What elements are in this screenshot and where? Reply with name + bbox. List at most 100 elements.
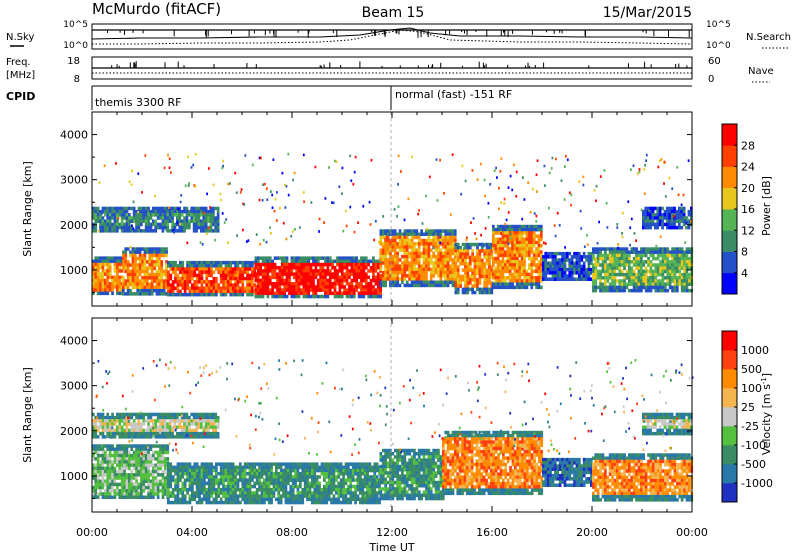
heatmap-cell-band-3 [266, 272, 270, 276]
heatmap-cell-band-4 [396, 235, 399, 240]
heatmap-cell-band-3 [297, 285, 301, 289]
heatmap-cell-band-8 [596, 276, 600, 280]
heatmap-cell-band-3 [300, 262, 303, 267]
heatmap-cell-band-4 [398, 232, 402, 236]
heatmap-cell-band-4 [449, 251, 452, 256]
heatmap-cell-band-7 [570, 264, 574, 269]
heatmap-cell-band-2 [193, 273, 197, 278]
heatmap-speck [273, 209, 276, 213]
heatmap-cell-band-0 [140, 476, 143, 480]
heatmap-cell-band-3 [336, 282, 339, 286]
heatmap-cell-band-6 [496, 228, 500, 232]
heatmap-speck [272, 158, 275, 161]
heatmap-speck [664, 195, 667, 198]
heatmap-cell-band-3 [328, 269, 332, 273]
heatmap-cell-band-10 [658, 209, 662, 214]
heatmap-cell-band-6 [513, 240, 517, 245]
heatmap-cell-band-1 [215, 497, 218, 502]
heatmap-cell-band-6 [540, 260, 543, 264]
heatmap-cell-band-4 [446, 242, 450, 246]
heatmap-cell-band-4 [427, 238, 431, 243]
heatmap-cell-band-9 [113, 219, 117, 223]
heatmap-cell-band-6 [540, 224, 543, 229]
heatmap-cell-band-10 [670, 209, 674, 214]
heatmap-cell-band-0 [104, 282, 107, 286]
heatmap-cell-band-0 [116, 262, 119, 267]
heatmap-cell-band-6 [504, 234, 507, 238]
heatmap-cell-band-4 [451, 242, 455, 246]
heatmap-cell-band-4 [451, 238, 455, 243]
heatmap-cell-band-4 [441, 270, 445, 275]
heatmap-cell-band-4 [437, 232, 440, 236]
heatmap-speck [144, 154, 147, 157]
heatmap-cell-band-6 [540, 244, 543, 248]
heatmap-cell-band-7 [551, 264, 555, 269]
heatmap-cell-band-9 [156, 206, 160, 211]
heatmap-cell-band-2 [236, 286, 240, 290]
heatmap-speck [290, 235, 293, 238]
heatmap-cell-band-1 [229, 478, 233, 482]
heatmap-speck [655, 244, 658, 248]
heatmap-speck [335, 160, 338, 163]
heatmap-cell-band-3 [266, 282, 270, 286]
heatmap-cell-band-1 [186, 491, 189, 495]
heatmap-cell-band-8 [618, 288, 622, 293]
heatmap-cell-band-9 [120, 225, 124, 230]
heatmap-cell-band-1 [148, 272, 152, 277]
heatmap-cell-band-1 [210, 475, 213, 479]
heatmap-cell-band-1 [207, 465, 211, 470]
heatmap-cell-band-0 [106, 282, 110, 286]
heatmap-cell-band-8 [680, 250, 684, 254]
heatmap-cell-band-2 [191, 283, 194, 287]
heatmap-cell-band-7 [544, 261, 548, 265]
heatmap-cell-band-1 [124, 292, 128, 296]
heatmap-cell-band-5 [456, 258, 460, 263]
heatmap-speck [509, 236, 512, 240]
heatmap-cell-band-3 [259, 288, 262, 292]
heatmap-cell-band-9 [125, 206, 129, 211]
heatmap-speck [633, 232, 636, 235]
heatmap-cell-band-3 [309, 288, 313, 292]
heatmap-cell-band-1 [167, 478, 170, 482]
heatmap-speck [242, 202, 245, 206]
heatmap-cell-band-0 [164, 489, 167, 493]
heatmap-cell-band-9 [161, 229, 165, 233]
heatmap-cell-band-2 [224, 280, 228, 284]
heatmap-cell-band-4 [417, 274, 421, 278]
heatmap-cell-band-3 [328, 275, 332, 280]
heatmap-cell-band-0 [164, 447, 167, 451]
heatmap-cell-band-1 [169, 491, 173, 495]
heatmap-cell-band-10 [690, 209, 693, 214]
heatmap-cell-band-8 [599, 250, 602, 254]
heatmap-cell-band-8 [647, 256, 650, 261]
heatmap-cell-band-0 [135, 469, 138, 474]
heatmap-cell-band-1 [153, 266, 156, 270]
heatmap-cell-band-3 [364, 256, 368, 260]
heatmap-cell-band-8 [666, 256, 670, 261]
heatmap-cell-band-8 [613, 279, 617, 283]
heatmap-cell-band-4 [451, 251, 455, 256]
heatmap-cell-band-0 [99, 479, 102, 483]
heatmap-cell-band-10 [673, 219, 676, 223]
heatmap-cell-band-1 [138, 279, 142, 283]
heatmap-cell-band-9 [113, 225, 117, 230]
heatmap-cell-band-3 [328, 288, 332, 292]
heatmap-cell-band-3 [314, 291, 318, 296]
heatmap-cell-band-3 [324, 269, 327, 273]
heatmap-cell-band-1 [122, 253, 125, 258]
heatmap-cell-band-3 [280, 282, 284, 286]
heatmap-cell-band-0 [161, 476, 165, 480]
heatmap-cell-band-6 [518, 272, 522, 277]
heatmap-cell-band-1 [146, 288, 149, 293]
heatmap-cell-band-7 [578, 258, 581, 262]
heatmap-cell-band-4 [451, 277, 455, 281]
heatmap-cell-band-3 [297, 266, 301, 270]
heatmap-speck [638, 168, 641, 171]
heatmap-cell-band-10 [675, 219, 679, 223]
heatmap-cell-band-0 [101, 479, 105, 483]
heatmap-cell-band-8 [649, 272, 653, 277]
heatmap-cell-band-1 [158, 253, 161, 258]
heatmap-cell-band-0 [104, 291, 107, 296]
heatmap-cell-band-4 [389, 254, 392, 259]
heatmap-cell-band-7 [587, 258, 591, 262]
